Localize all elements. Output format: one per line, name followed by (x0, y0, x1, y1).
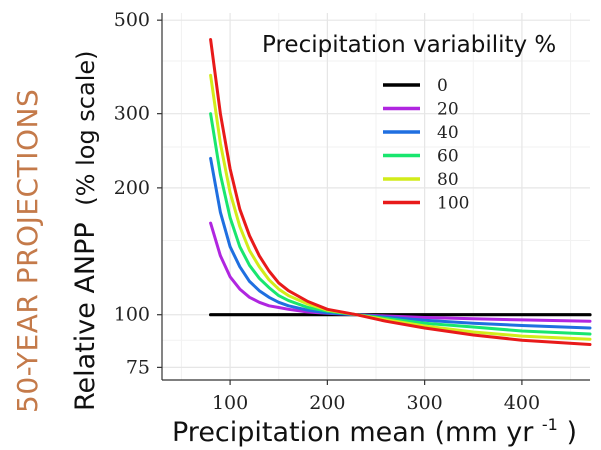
y-tick-label: 300 (114, 103, 150, 125)
legend-title: Precipitation variability % (262, 32, 556, 58)
side-title: 50-YEAR PROJECTIONS (11, 89, 44, 413)
x-tick-label: 300 (407, 392, 443, 414)
legend: Precipitation variability % 0 20 40 60 80 100 (262, 32, 556, 214)
x-axis-label-sup: -1 (542, 415, 558, 434)
x-axis-label-main: Precipitation mean (mm yr (172, 417, 534, 448)
y-tick-label: 100 (114, 304, 150, 326)
x-axis-label: Precipitation mean (mm yr -1 ) (172, 406, 577, 448)
x-axis-label-close: ) (566, 417, 577, 448)
y-axis-label: Relative ANPP (% log scale) (70, 50, 101, 411)
legend-label-80: 80 (437, 170, 459, 190)
legend-label-0: 0 (437, 76, 448, 96)
series-line-80 (209, 73, 592, 341)
y-tick-label: 500 (114, 9, 150, 31)
series-line-60 (209, 112, 592, 336)
y-axis-label-main: Relative ANPP (70, 222, 101, 411)
series-lines (209, 38, 592, 346)
series-line-100 (209, 38, 592, 346)
x-tick-label: 200 (309, 392, 345, 414)
y-tick-label: 75 (126, 356, 150, 378)
legend-label-40: 40 (437, 123, 459, 143)
x-tick-label: 400 (504, 392, 540, 414)
y-tick-label: 200 (114, 177, 150, 199)
series-line-40 (209, 156, 592, 330)
legend-label-100: 100 (437, 194, 469, 214)
legend-label-20: 20 (437, 100, 459, 120)
x-tick-label: 100 (212, 392, 248, 414)
legend-label-60: 60 (437, 147, 459, 167)
y-axis-label-paren: (% log scale) (72, 50, 100, 205)
series-line-20 (209, 221, 592, 323)
